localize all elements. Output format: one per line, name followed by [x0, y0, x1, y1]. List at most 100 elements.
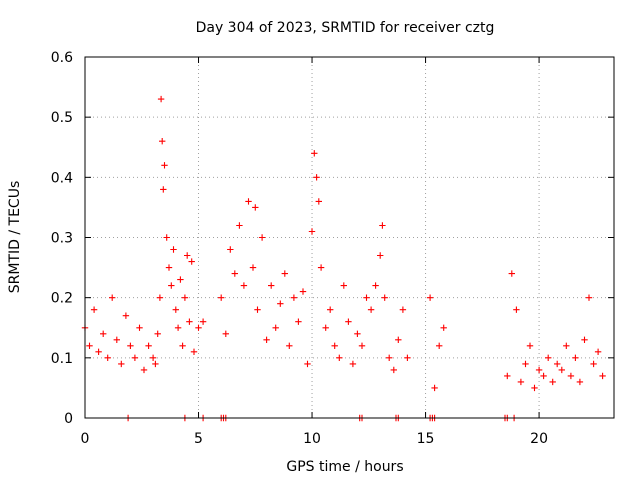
data-point [254, 306, 261, 313]
data-point [395, 336, 402, 343]
data-point [156, 294, 164, 301]
data-point [90, 306, 98, 313]
data-point [349, 360, 357, 368]
data-point [317, 264, 325, 271]
data-point [170, 246, 177, 253]
data-point [272, 324, 279, 331]
data-point [177, 276, 184, 283]
data-point [327, 306, 334, 313]
data-point [236, 222, 243, 229]
data-point [240, 282, 248, 289]
data-point [109, 294, 116, 301]
data-point [336, 354, 343, 361]
data-point [136, 324, 143, 331]
tick-labels-layer: 0 0.1 0.2 0.3 0.4 0.5 0.6 0 5 10 15 20 [51, 50, 548, 447]
data-point [263, 336, 270, 343]
data-point [154, 330, 161, 337]
x-tick-label: 5 [194, 431, 203, 447]
data-point [517, 378, 525, 386]
data-point [322, 324, 329, 331]
data-point [404, 354, 411, 361]
data-point [222, 330, 229, 337]
y-tick-label: 0.6 [51, 50, 73, 66]
data-point [184, 252, 191, 259]
data-point [199, 318, 207, 325]
data-point [245, 198, 252, 205]
data-point [86, 342, 93, 349]
data-point [585, 294, 593, 301]
y-tick-label: 0.4 [51, 170, 73, 186]
data-point [145, 342, 152, 349]
data-point [549, 378, 556, 386]
data-point [308, 228, 316, 235]
data-point [426, 294, 434, 301]
data-point [218, 294, 225, 301]
data-point [513, 306, 520, 313]
data-point [599, 372, 606, 380]
data-point [399, 306, 407, 313]
data-point [172, 306, 179, 313]
data-point [181, 294, 189, 301]
data-point [572, 354, 579, 361]
data-point [127, 342, 134, 349]
data-point [526, 342, 534, 349]
data-point [431, 384, 438, 392]
data-point [149, 354, 157, 361]
data-point [165, 264, 173, 271]
data-point [340, 282, 347, 289]
x-tick-label: 20 [530, 431, 548, 447]
data-point [508, 270, 515, 277]
data-point [290, 294, 298, 301]
data-point [363, 294, 370, 301]
data-point [122, 312, 130, 319]
data-point [594, 348, 602, 355]
data-point [295, 318, 302, 325]
data-point [345, 318, 352, 325]
data-point [315, 198, 322, 205]
data-point [159, 138, 166, 145]
data-point [440, 324, 447, 331]
data-point [161, 162, 168, 169]
data-point [567, 372, 575, 380]
grid-layer [85, 57, 614, 418]
chart-title: Day 304 of 2023, SRMTID for receiver czt… [196, 20, 495, 36]
data-point [358, 342, 366, 349]
data-point [160, 186, 167, 193]
data-point [535, 366, 543, 374]
y-tick-label: 0.2 [51, 291, 73, 307]
y-tick-label: 0.1 [51, 351, 73, 367]
data-point [188, 258, 195, 265]
data-point [313, 174, 320, 181]
data-point [377, 252, 384, 259]
data-point [100, 330, 107, 337]
data-point [113, 336, 120, 343]
y-tick-label: 0.5 [51, 110, 73, 126]
data-point [590, 360, 597, 368]
data-point [504, 372, 511, 380]
data-point [436, 342, 443, 349]
data-point [581, 336, 588, 343]
data-point [157, 95, 165, 103]
data-point [558, 366, 565, 374]
data-point [163, 234, 170, 241]
data-point [540, 372, 547, 380]
data-point [249, 264, 257, 271]
data-point [179, 342, 186, 349]
data-point [381, 294, 388, 301]
data-point [227, 246, 234, 253]
data-point [168, 282, 175, 289]
data-point [186, 318, 193, 325]
data-point [379, 222, 386, 229]
data-point [281, 270, 288, 277]
data-point [576, 378, 584, 386]
y-axis-label: SRMTID / TECUs [7, 181, 23, 294]
ticks-layer [84, 56, 614, 419]
x-tick-label: 0 [81, 431, 90, 447]
data-point [372, 282, 379, 289]
y-tick-label: 0.3 [51, 231, 73, 247]
data-point [386, 354, 393, 361]
data-point [195, 324, 202, 331]
data-point [268, 282, 275, 289]
x-axis-label: GPS time / hours [286, 459, 403, 475]
